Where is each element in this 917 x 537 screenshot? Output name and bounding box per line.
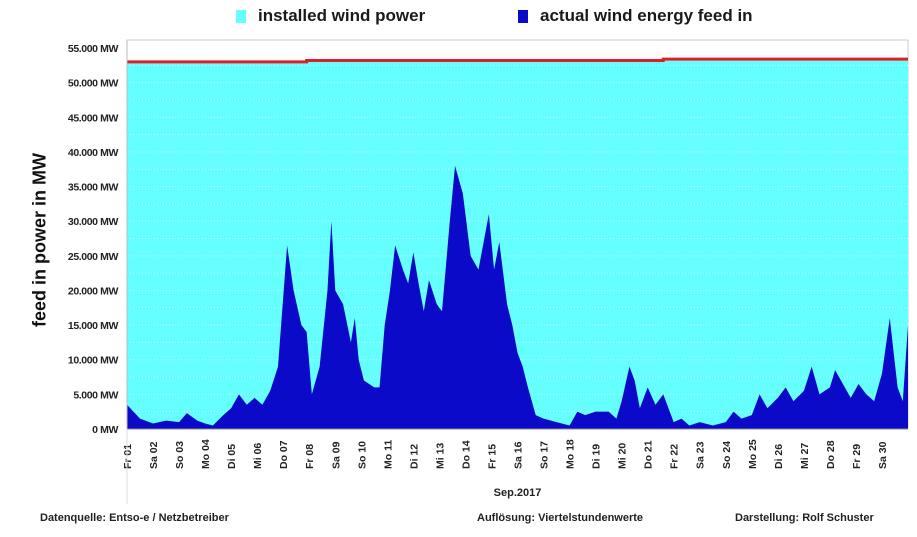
y-axis-label: feed in power in MW xyxy=(29,153,50,327)
x-tick-label: Mo 04 xyxy=(200,439,212,469)
x-tick-label: Fr 29 xyxy=(851,444,863,469)
x-tick-label: Fr 15 xyxy=(486,444,498,469)
x-axis-label: Sep.2017 xyxy=(494,487,542,499)
y-tick-label: 10.000 MW xyxy=(68,355,119,367)
x-tick-label: Fr 08 xyxy=(304,444,316,469)
y-tick-label: 25.000 MW xyxy=(68,251,119,263)
x-tick-label: So 24 xyxy=(721,441,733,469)
footer-resolution: Auflösung: Viertelstundenwerte xyxy=(477,512,644,524)
x-tick-label: Mi 06 xyxy=(252,443,264,469)
y-tick-label: 50.000 MW xyxy=(68,78,119,90)
legend-item-feed: actual wind energy feed in xyxy=(518,6,753,26)
legend: installed wind power actual wind energy … xyxy=(0,4,917,32)
x-tick-label: Mo 25 xyxy=(747,439,759,469)
y-tick-label: 35.000 MW xyxy=(68,182,119,194)
x-tick-label: Sa 16 xyxy=(513,441,525,469)
y-tick-label: 5.000 MW xyxy=(73,389,118,401)
x-tick-label: Di 05 xyxy=(226,444,238,469)
x-tick-label: Mo 18 xyxy=(565,439,577,469)
x-tick-label: Mi 27 xyxy=(799,443,811,469)
x-tick-label: So 03 xyxy=(174,441,186,469)
legend-label-installed: installed wind power xyxy=(258,6,426,25)
feed-in-area xyxy=(127,165,908,429)
legend-swatch-installed xyxy=(236,9,246,23)
y-tick-label: 30.000 MW xyxy=(68,216,119,228)
x-tick-label: Do 14 xyxy=(460,440,472,469)
y-tick-label: 0 MW xyxy=(92,424,118,436)
legend-swatch-feed xyxy=(518,9,528,23)
x-tick-label: Mi 20 xyxy=(617,443,629,469)
x-tick-label: Sa 02 xyxy=(148,441,160,469)
x-tick-label: Do 21 xyxy=(643,440,655,469)
x-tick-label: Mi 13 xyxy=(434,443,446,469)
x-tick-label: Do 28 xyxy=(825,440,837,469)
legend-item-installed: installed wind power xyxy=(236,6,425,26)
y-tick-label: 15.000 MW xyxy=(68,320,119,332)
y-tick-label: 40.000 MW xyxy=(68,147,119,159)
x-tick-label: Di 26 xyxy=(773,444,785,469)
x-tick-label: Mo 11 xyxy=(382,440,394,469)
y-tick-label: 45.000 MW xyxy=(68,112,119,124)
x-tick-label: Di 12 xyxy=(408,444,420,469)
x-tick-label: So 17 xyxy=(539,441,551,469)
y-tick-label: 20.000 MW xyxy=(68,285,119,297)
x-tick-label: Sa 09 xyxy=(330,441,342,469)
x-tick-label: Do 07 xyxy=(278,440,290,469)
footer-source: Datenquelle: Entso-e / Netzbetreiber xyxy=(40,512,229,524)
x-tick-label: Sa 23 xyxy=(695,441,707,469)
x-tick-label: Fr 22 xyxy=(669,444,681,469)
y-tick-label: 55.000 MW xyxy=(68,43,119,55)
x-tick-label: Di 19 xyxy=(591,444,603,469)
x-tick-label: Sa 30 xyxy=(877,441,889,469)
legend-label-feed: actual wind energy feed in xyxy=(540,6,753,25)
footer-author: Darstellung: Rolf Schuster xyxy=(735,512,874,524)
installed-power-line xyxy=(127,57,908,64)
x-tick-label: Fr 01 xyxy=(122,444,134,469)
x-tick-label: So 10 xyxy=(356,441,368,469)
